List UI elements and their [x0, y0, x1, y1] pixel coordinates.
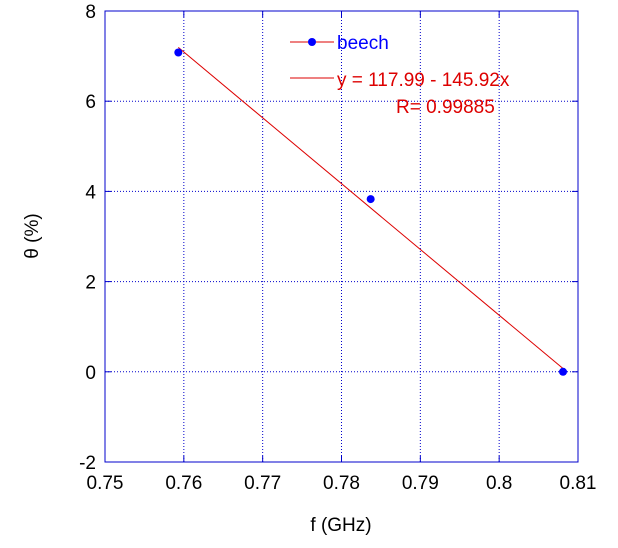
- fit-line-layer: [177, 47, 564, 369]
- data-points-layer: [174, 48, 568, 376]
- y-tick-label: -2: [79, 453, 96, 474]
- x-tick-label: 0.79: [402, 473, 439, 494]
- y-axis-title: θ (%): [22, 213, 43, 258]
- legend-fit-equation: y = 117.99 - 145.92x: [337, 70, 510, 91]
- y-tick-label: 2: [85, 273, 96, 294]
- axis-ticks: 0.75 0.76 0.77 0.78 0.79 0.8 0.81 -2 0 2 4 6 8: [79, 2, 596, 494]
- y-tick-label: 4: [85, 182, 96, 203]
- legend: beech y = 117.99 - 145.92x R= 0.99885: [290, 33, 510, 118]
- x-axis-title: f (GHz): [310, 515, 371, 536]
- x-tick-label: 0.77: [244, 473, 281, 494]
- legend-series-label: beech: [337, 33, 389, 54]
- data-point: [559, 367, 568, 376]
- data-point: [174, 48, 183, 57]
- grid: [105, 11, 578, 462]
- legend-fit-r-value: R= 0.99885: [396, 97, 495, 118]
- legend-series-marker: [308, 38, 316, 46]
- fit-line: [177, 47, 564, 369]
- x-tick-label: 0.8: [486, 473, 512, 494]
- y-tick-label: 8: [85, 2, 96, 23]
- x-tick-label: 0.75: [87, 473, 124, 494]
- x-tick-label: 0.76: [165, 473, 202, 494]
- data-point: [366, 195, 375, 204]
- y-tick-label: 6: [85, 92, 96, 113]
- x-tick-label: 0.78: [323, 473, 360, 494]
- y-tick-label: 0: [85, 363, 96, 384]
- x-tick-label: 0.81: [560, 473, 597, 494]
